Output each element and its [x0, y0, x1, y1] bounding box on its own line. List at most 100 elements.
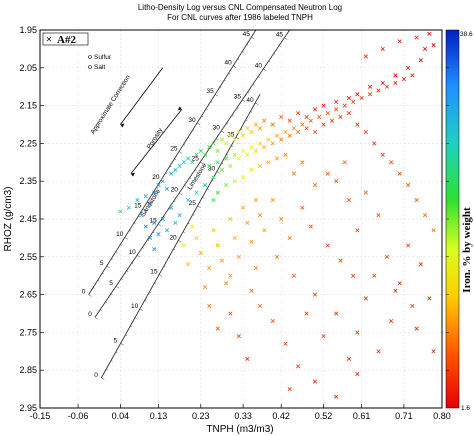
sandstone-porosity-label: 10	[116, 231, 124, 238]
data-point	[397, 39, 402, 44]
data-point	[376, 349, 381, 354]
data-point	[177, 213, 182, 218]
data-point	[287, 387, 292, 392]
sandstone-tick	[129, 230, 131, 232]
limestone-tick	[273, 53, 276, 55]
data-point	[312, 107, 318, 112]
data-point	[228, 311, 233, 316]
data-point	[363, 190, 368, 195]
dolomite-tick	[192, 214, 195, 216]
data-point	[126, 205, 131, 210]
x-tick-label: 0.04	[112, 411, 130, 421]
data-point	[211, 228, 216, 233]
limestone-tick	[279, 45, 281, 47]
data-point	[198, 148, 203, 154]
limestone-tick	[94, 317, 99, 320]
data-point	[232, 152, 237, 157]
data-point	[228, 133, 233, 138]
limestone-tick	[105, 301, 108, 303]
chart-title: Litho-Density Log versus CNL Compensated…	[138, 3, 342, 12]
y-tick-label: 2.95	[19, 403, 37, 413]
sandstone-tick	[102, 272, 104, 275]
data-point	[181, 243, 186, 248]
data-point	[270, 318, 275, 324]
limestone-tick	[126, 270, 129, 272]
dolomite-tick	[158, 274, 163, 277]
data-point	[249, 145, 254, 150]
data-point	[291, 171, 296, 176]
data-point	[380, 152, 385, 157]
data-point	[249, 129, 254, 135]
data-point	[194, 190, 199, 195]
x-tick-label: -0.06	[68, 411, 89, 421]
data-point	[376, 88, 381, 93]
limestone-tick	[268, 60, 271, 63]
data-point	[164, 228, 170, 233]
dolomite-tick	[163, 265, 166, 268]
data-point	[325, 111, 330, 116]
data-point	[236, 129, 241, 135]
sandstone-tick	[246, 44, 249, 46]
sandstone-tick	[242, 51, 244, 53]
dolomite-porosity-label: 30	[208, 166, 216, 173]
data-point	[274, 254, 280, 259]
data-point	[274, 156, 280, 161]
data-point	[274, 133, 280, 138]
data-point	[143, 194, 148, 199]
data-point	[363, 54, 368, 59]
data-point	[329, 118, 335, 123]
data-point	[355, 371, 360, 377]
dolomite-porosity-label: 40	[246, 97, 254, 104]
data-point	[202, 284, 208, 290]
dolomite-tick	[178, 240, 182, 243]
data-point	[346, 356, 351, 361]
limestone-tick	[121, 278, 123, 280]
limestone-tick	[252, 84, 255, 86]
dolomite-tick	[120, 343, 124, 346]
limestone-tick	[152, 231, 155, 234]
data-point	[287, 133, 292, 138]
data-point	[160, 216, 165, 222]
data-point	[147, 235, 153, 240]
x-tick-label: 0.23	[192, 411, 210, 421]
dolomite-tick	[250, 111, 253, 113]
data-point	[224, 141, 229, 146]
data-point	[397, 281, 402, 286]
porosity-arrowhead-icon	[177, 106, 182, 111]
data-point	[359, 95, 364, 101]
data-point	[321, 103, 326, 108]
data-point	[202, 182, 208, 188]
limestone-tick	[179, 192, 183, 196]
mineral-markers: Sulfur Salt	[88, 54, 112, 71]
colorbar-max-label: 38.6	[460, 31, 473, 38]
data-point	[219, 258, 225, 263]
legend: × A#2	[42, 32, 89, 46]
data-point	[186, 156, 191, 161]
dolomite-tick	[139, 308, 144, 311]
legend-marker-icon: ×	[46, 35, 52, 46]
dolomite-tick	[187, 222, 190, 225]
sandstone-tick	[97, 280, 100, 282]
limestone-tick	[194, 169, 197, 171]
data-point	[406, 65, 411, 70]
data-point	[173, 167, 178, 172]
limestone-porosity-label: 45	[276, 31, 284, 38]
sandstone-porosity-label: 35	[206, 88, 214, 95]
legend-box	[42, 32, 89, 46]
data-point	[215, 148, 220, 154]
data-point	[414, 35, 419, 40]
sandstone-tick	[233, 65, 237, 68]
sandstone-porosity-label: 30	[188, 117, 196, 124]
data-point	[194, 152, 199, 157]
data-point	[270, 141, 275, 146]
dolomite-tick	[173, 248, 176, 250]
dolomite-tick	[240, 128, 243, 130]
data-point	[431, 43, 436, 48]
y-tick-label: 2.45	[19, 214, 37, 224]
limestone-tick	[257, 76, 260, 78]
dolomite-tick	[202, 197, 205, 199]
dolomite-porosity-label: 10	[131, 303, 139, 310]
data-point	[291, 273, 296, 278]
data-point	[270, 122, 275, 127]
data-point	[334, 311, 339, 316]
